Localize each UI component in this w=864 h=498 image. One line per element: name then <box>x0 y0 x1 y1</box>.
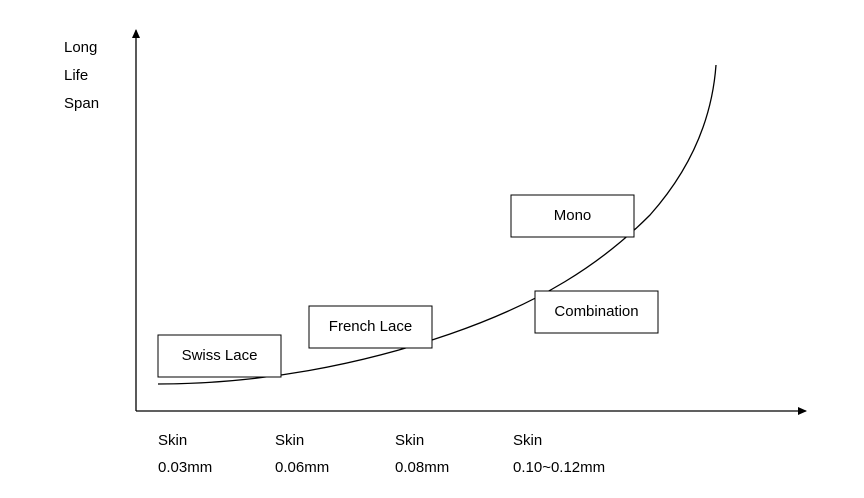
x-label: Skin <box>395 432 424 449</box>
x-label: Skin <box>158 432 187 449</box>
x-label: 0.10~0.12mm <box>513 459 605 476</box>
y-axis-label: Life <box>64 67 88 84</box>
box-label: French Lace <box>329 318 412 335</box>
x-label: Skin <box>513 432 542 449</box>
x-label: 0.06mm <box>275 459 329 476</box>
x-label: 0.08mm <box>395 459 449 476</box>
y-axis-label: Span <box>64 95 99 112</box>
box-label: Combination <box>554 303 638 320</box>
y-axis-label: Long <box>64 39 97 56</box>
box-label: Swiss Lace <box>182 347 258 364</box>
box <box>534 290 659 334</box>
box-label: Mono <box>554 207 592 224</box>
box <box>510 194 635 238</box>
box <box>157 334 282 378</box>
box <box>308 305 433 349</box>
x-label: Skin <box>275 432 304 449</box>
x-label: 0.03mm <box>158 459 212 476</box>
